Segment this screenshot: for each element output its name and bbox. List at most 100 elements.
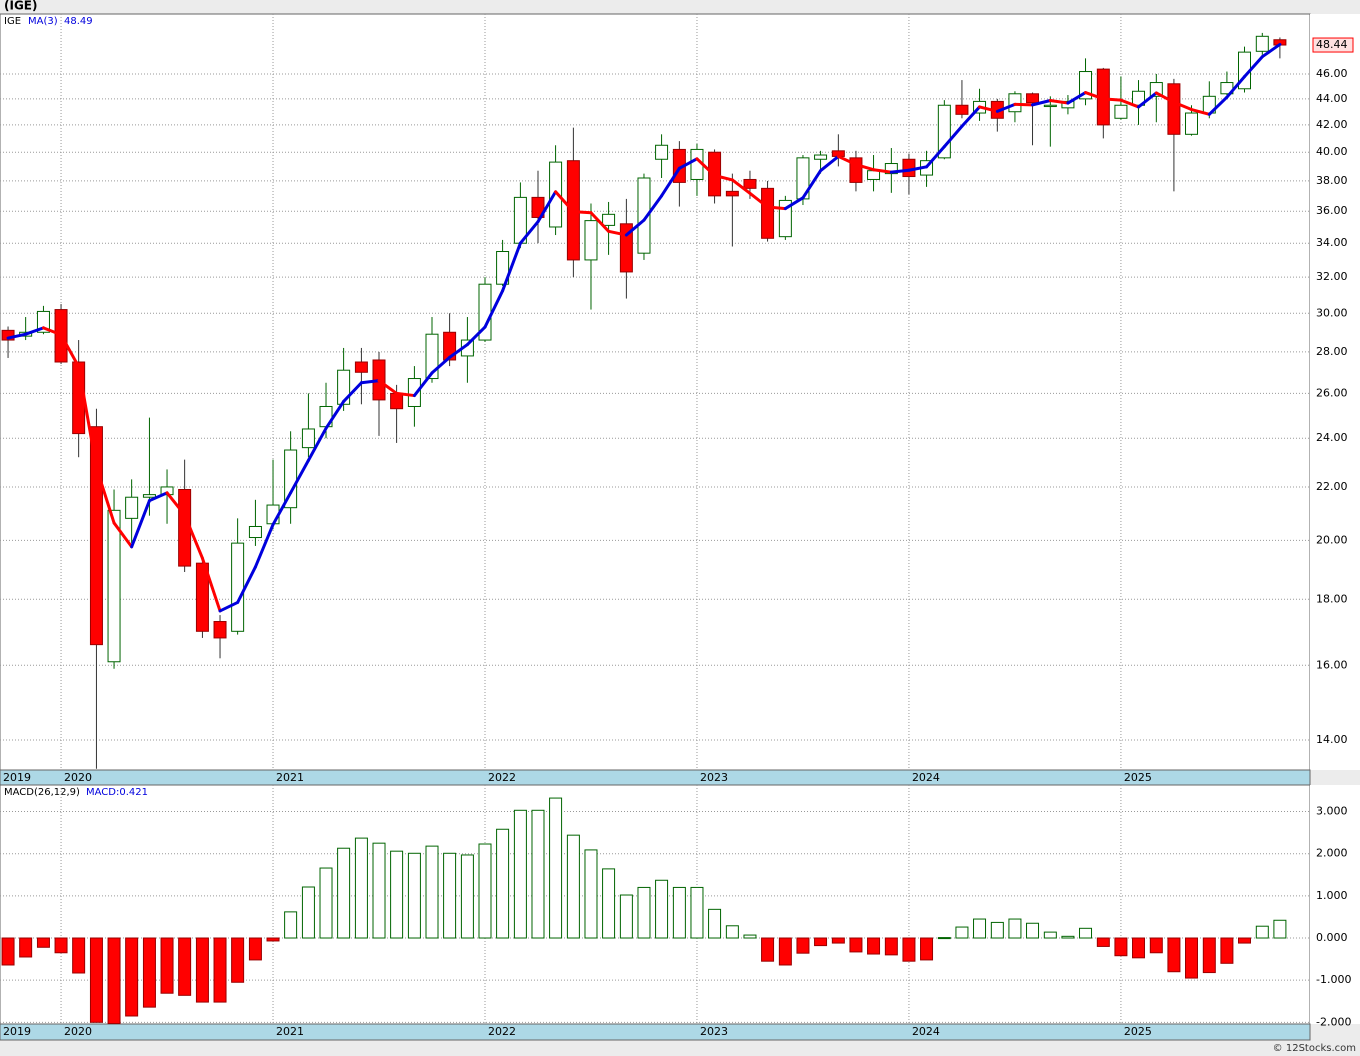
candle-body — [1185, 112, 1199, 135]
y-tick-label: 1.000 — [1316, 889, 1348, 902]
macd-bar — [1273, 919, 1287, 939]
x-tick-label: 2025 — [1124, 1025, 1152, 1038]
macd-bar — [513, 809, 527, 939]
macd-bar — [1149, 937, 1163, 954]
ma-segment — [377, 379, 399, 395]
ma-segment — [271, 491, 293, 527]
ma-segment — [359, 379, 381, 385]
ma-segment — [1013, 102, 1035, 107]
candle-body — [407, 378, 421, 407]
ma-segment — [677, 157, 699, 170]
macd-bar — [761, 937, 775, 962]
ma-segment — [978, 105, 999, 113]
candle-body — [602, 213, 616, 226]
macd-bar — [354, 837, 368, 939]
macd-bar — [937, 937, 951, 940]
candle-body — [761, 187, 775, 239]
y-tick-label: 44.00 — [1316, 92, 1348, 105]
candle-body — [213, 621, 227, 639]
ma-segment — [501, 241, 522, 293]
ma-segment — [518, 220, 540, 245]
macd-axis — [1310, 785, 1360, 1024]
x-tick-label: 2021 — [276, 771, 304, 784]
macd-title: MACD(26,12,9) — [4, 787, 80, 798]
y-tick-label: 22.00 — [1316, 480, 1348, 493]
ma-segment — [412, 371, 434, 398]
candle-body — [231, 542, 245, 632]
x-tick-label: 2024 — [912, 771, 940, 784]
ma-segment — [59, 333, 81, 369]
macd-bar — [1, 937, 15, 966]
macd-bar — [407, 852, 421, 939]
ma-segment — [112, 521, 134, 549]
candle-body — [655, 144, 669, 160]
ma-segment — [872, 168, 893, 174]
macd-bar — [460, 854, 474, 939]
ma-segment — [854, 163, 876, 172]
ma-segment — [147, 491, 169, 503]
macd-bar — [1026, 922, 1040, 939]
macd-bar — [884, 937, 898, 956]
ma-segment — [200, 556, 222, 613]
macd-bar — [619, 894, 633, 939]
macd-bar — [708, 908, 722, 939]
ma-segment — [483, 289, 505, 329]
y-tick-label: 3.000 — [1316, 805, 1348, 818]
candle-body — [248, 525, 262, 539]
macd-bar — [566, 834, 580, 939]
macd-bar — [72, 937, 86, 974]
y-tick-label: 42.00 — [1316, 118, 1348, 131]
macd-bar — [549, 797, 563, 939]
ma-segment — [1084, 91, 1105, 101]
ma-segment — [1190, 108, 1211, 116]
macd-bar — [1185, 937, 1199, 979]
x-tick-label: 2020 — [64, 771, 92, 784]
ma-segment — [1207, 95, 1229, 116]
macd-bar — [1255, 925, 1269, 939]
macd-bar — [160, 937, 174, 994]
macd-bar — [672, 886, 686, 939]
candle-body — [443, 331, 457, 361]
macd-bar — [725, 925, 739, 939]
macd-bar — [531, 809, 545, 939]
legend-ticker: IGE — [4, 16, 21, 27]
ma-segment — [783, 196, 805, 211]
macd-bar — [266, 937, 280, 942]
candle-body — [902, 158, 916, 178]
ma-segment — [1031, 99, 1052, 107]
macd-bar — [743, 934, 757, 939]
ma-segment — [1066, 91, 1088, 105]
y-tick-label: 16.00 — [1316, 658, 1348, 671]
last-price-box — [1312, 37, 1354, 53]
candle-body — [496, 251, 510, 285]
macd-bar — [778, 937, 792, 966]
macd-bar — [955, 926, 969, 939]
ma-segment — [24, 326, 45, 336]
candle-body — [1167, 83, 1181, 135]
macd-bar — [637, 886, 651, 939]
x-tick-label: 2019 — [3, 771, 31, 784]
macd-bar — [478, 843, 492, 939]
x-tick-label: 2022 — [488, 771, 516, 784]
ma-segment — [607, 229, 628, 237]
macd-bar — [990, 921, 1004, 939]
y-tick-label: 2.000 — [1316, 847, 1348, 860]
title: (IGE) — [4, 0, 37, 13]
y-tick-label: 28.00 — [1316, 345, 1348, 358]
candle-body — [1, 329, 15, 341]
candle-body — [637, 177, 651, 254]
y-tick-label: 20.00 — [1316, 533, 1348, 546]
macd-bar — [19, 937, 33, 958]
y-tick-label: 24.00 — [1316, 431, 1348, 444]
x-tick-label: 2021 — [276, 1025, 304, 1038]
candle-body — [955, 104, 969, 115]
legend-ma: MA(3) — [28, 16, 58, 27]
ma-segment — [554, 190, 575, 214]
y-tick-label: 30.00 — [1316, 306, 1348, 319]
ma-segment — [94, 466, 116, 525]
last-price-label: 48.44 — [1316, 38, 1348, 51]
y-tick-label: 14.00 — [1316, 733, 1348, 746]
macd-bar — [284, 911, 298, 939]
macd-bar — [831, 937, 845, 944]
